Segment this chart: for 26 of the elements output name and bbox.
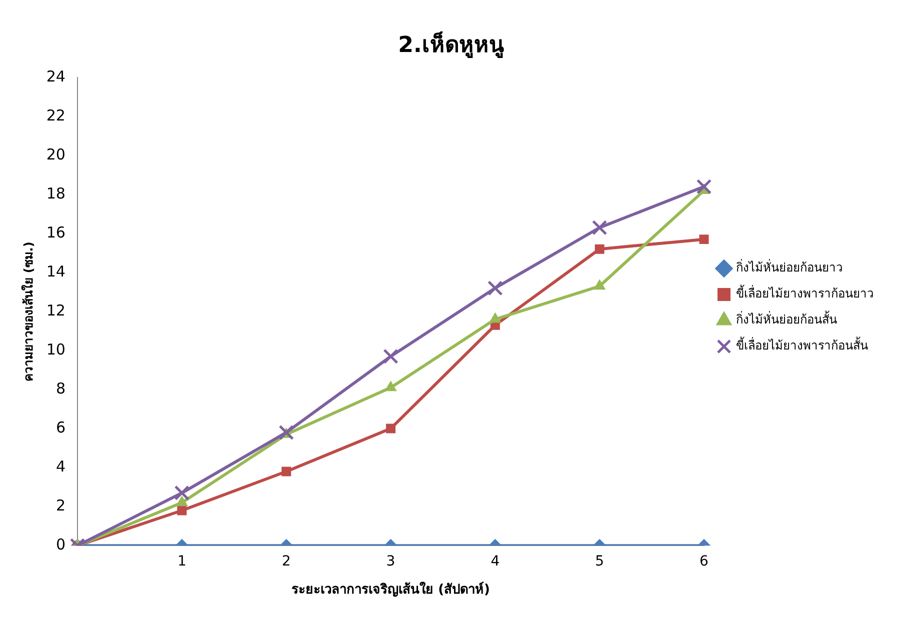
x-axis-title: ระยะเวลาการเจริญเส้นใย (สัปดาห์) <box>292 580 490 598</box>
legend-label: กิ่งไม้หั่นย่อยก้อนยาว <box>736 258 843 275</box>
x-tick-label: 3 <box>386 554 396 570</box>
y-tick-label: 2 <box>56 496 66 514</box>
chart-title: 2.เห็ดหูหนู <box>398 30 504 59</box>
y-tick-label: 12 <box>46 301 66 320</box>
legend-label: ขี้เลื่อยไม้ยางพาราก้อนยาว <box>736 284 874 301</box>
y-tick-label: 4 <box>56 457 66 476</box>
y-tick-label: 16 <box>46 223 66 242</box>
y-tick-label: 10 <box>46 340 66 358</box>
y-tick-label: 24 <box>46 67 66 86</box>
y-tick-label: 18 <box>46 184 66 202</box>
y-tick-label: 0 <box>56 535 66 554</box>
x-tick-label: 1 <box>177 554 186 570</box>
legend-label: กิ่งไม้หั่นย่อยก้อนสั้น <box>736 310 837 327</box>
y-axis-title: ความยาวของเส้นใย (ซม.) <box>20 242 36 382</box>
y-tick-label: 6 <box>56 418 66 436</box>
y-tick-label: 14 <box>46 262 66 280</box>
x-tick-label: 6 <box>700 554 709 570</box>
x-tick-label: 2 <box>282 554 291 570</box>
y-tick-label: 8 <box>56 379 66 398</box>
x-tick-label: 4 <box>490 554 500 570</box>
y-tick-label: 22 <box>46 106 66 124</box>
x-tick-label: 5 <box>595 554 604 570</box>
y-tick-label: 20 <box>46 145 66 164</box>
legend-label: ขี้เลื่อยไม้ยางพาราก้อนสั้น <box>736 336 868 353</box>
